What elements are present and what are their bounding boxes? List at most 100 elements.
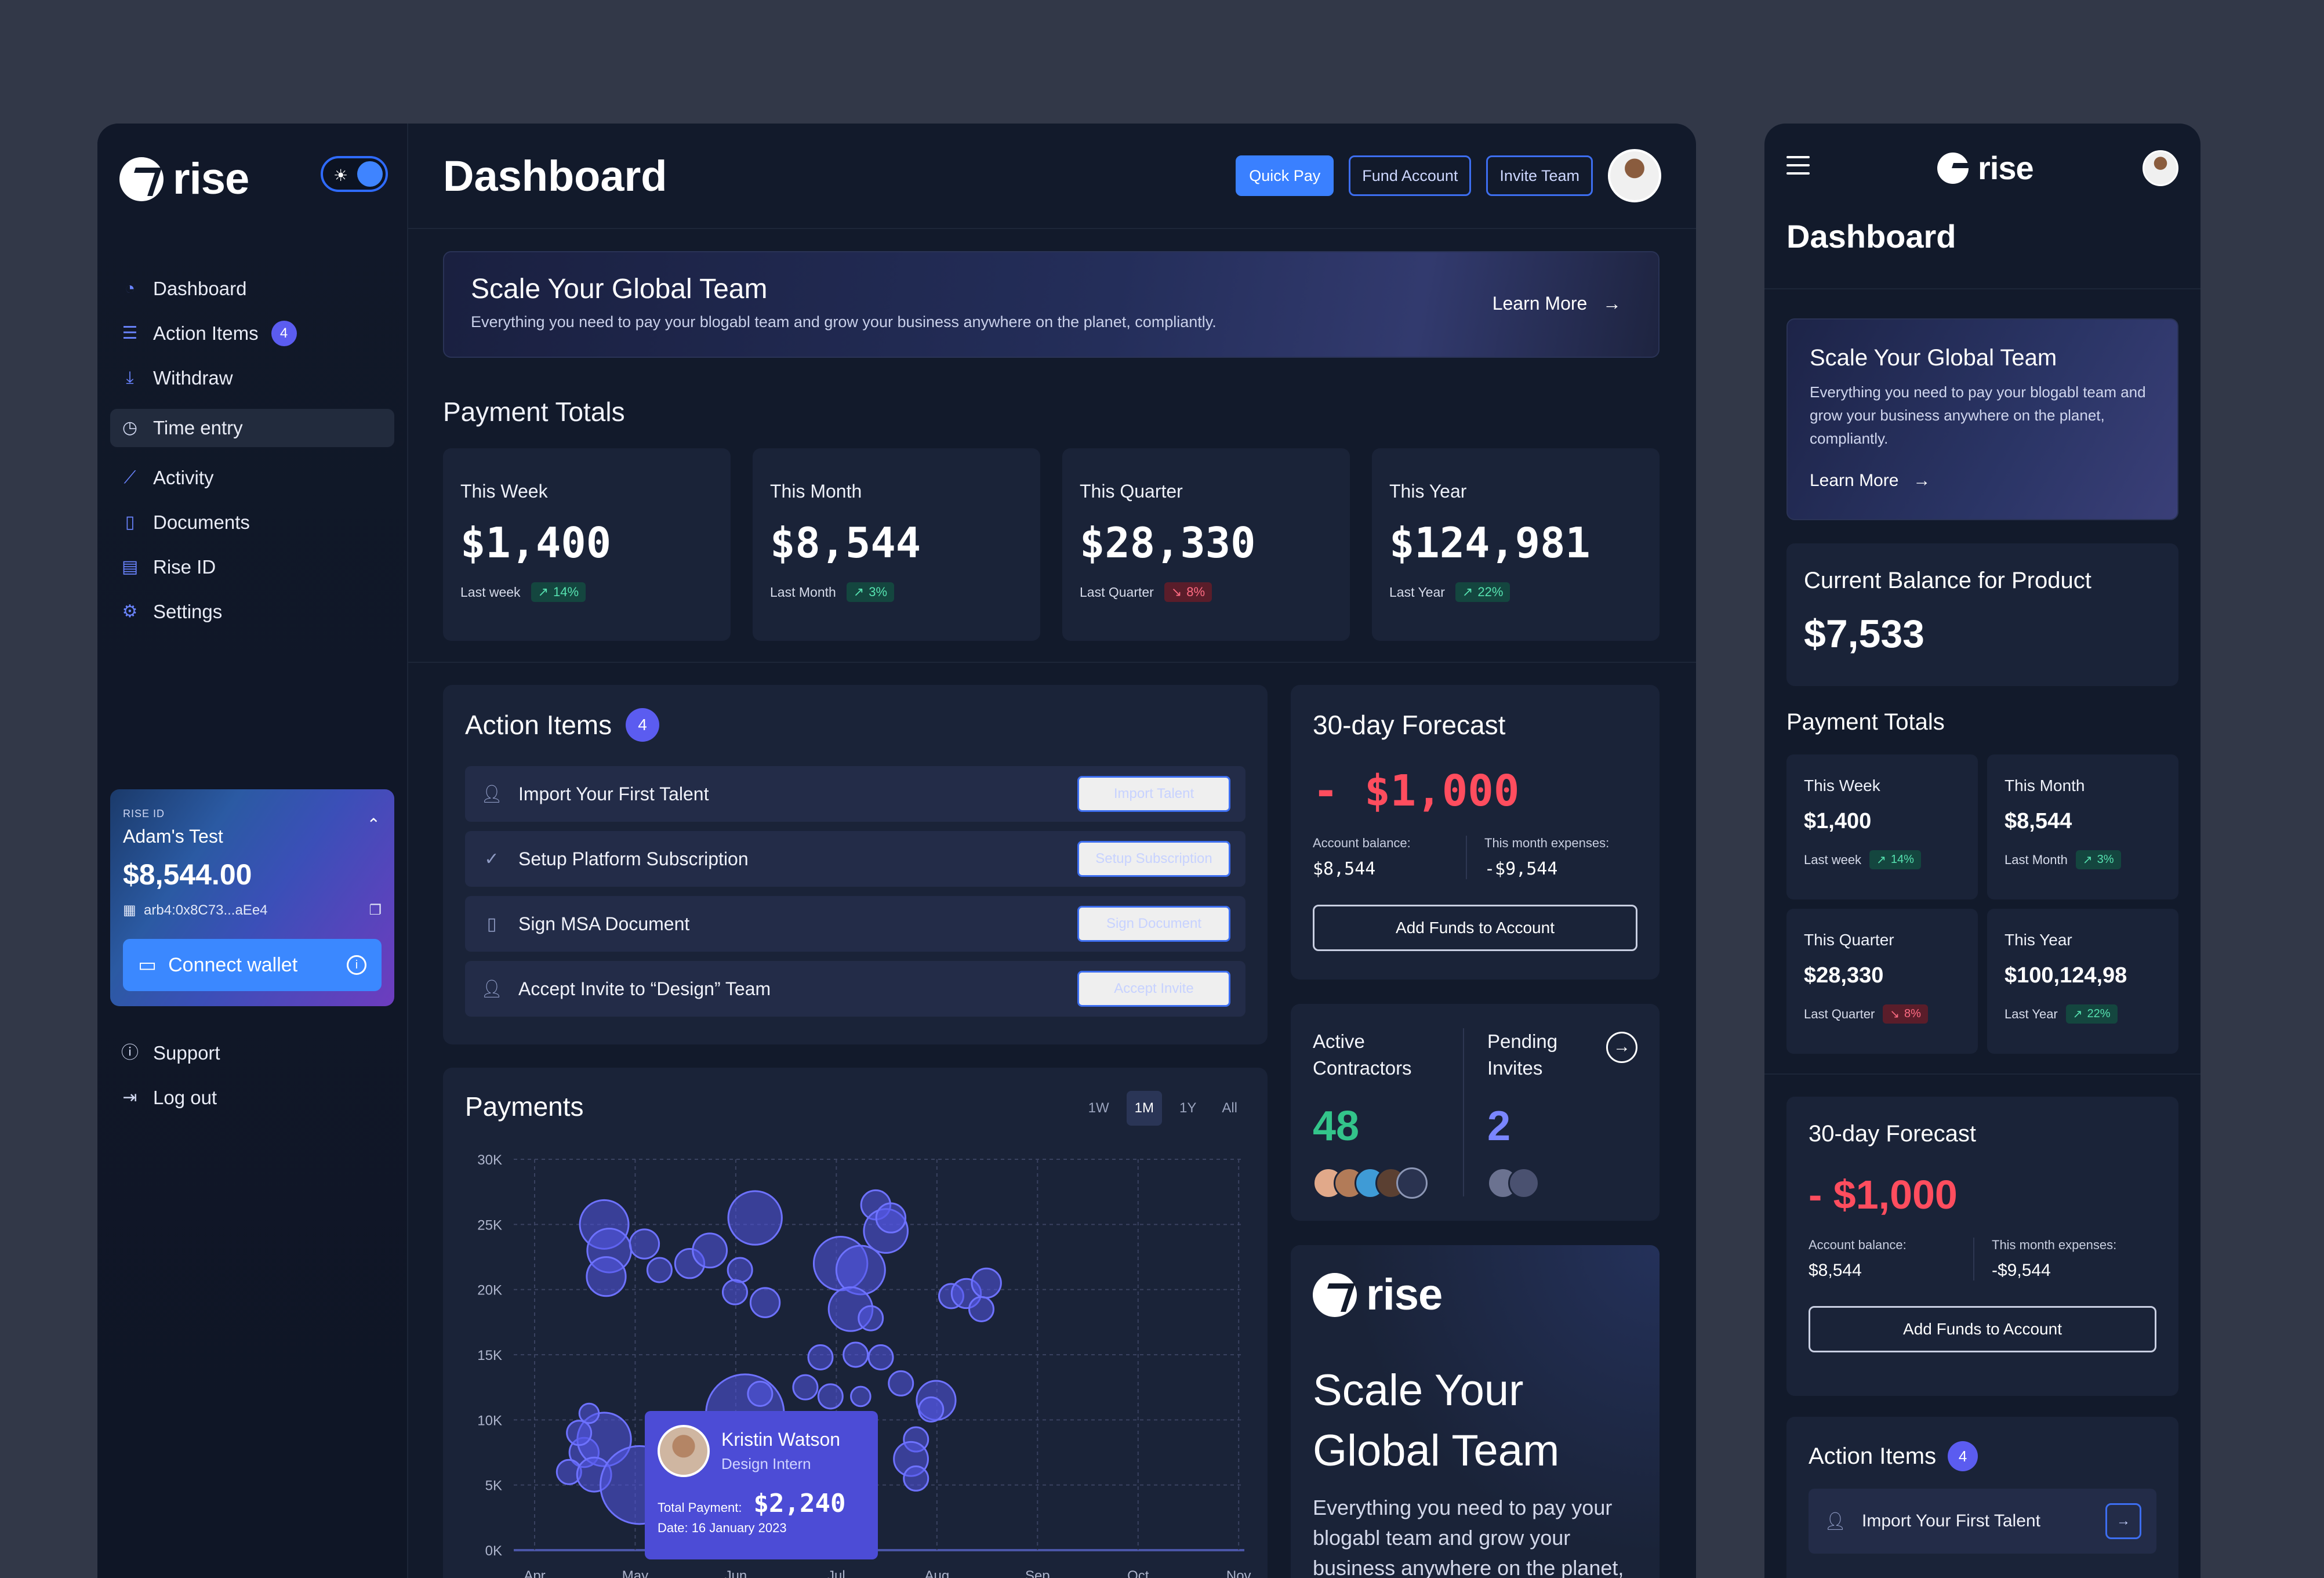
- sidebar-item-dashboard[interactable]: ◔ Dashboard: [110, 269, 394, 309]
- sidebar-item-rise-id[interactable]: ▤ Rise ID: [110, 547, 394, 587]
- total-card-period: Last Month: [2005, 852, 2068, 867]
- total-card-title: This Year: [2005, 931, 2072, 949]
- rise-logo[interactable]: rise: [119, 154, 249, 204]
- connect-wallet-button[interactable]: ▭ Connect wallet i: [123, 939, 382, 991]
- sidebar-item-label: Documents: [153, 512, 250, 533]
- current-balance-title: Current Balance for Product: [1804, 568, 2091, 593]
- total-card-quarter: This Quarter $28,330 Last Quarter ↘ 8%: [1786, 909, 1978, 1054]
- data-point: [888, 1370, 914, 1396]
- total-card-year: This Year $100,124,98 Last Year ↗ 22%: [1987, 909, 2178, 1054]
- action-row-setup-subscription: ✓ Setup Platform Subscription Setup Subs…: [465, 831, 1245, 887]
- rise-logo[interactable]: rise: [1937, 149, 2034, 187]
- sun-icon: ☀: [333, 166, 348, 184]
- sidebar-item-logout[interactable]: ⇥ Log out: [119, 1078, 220, 1118]
- change-value: 3%: [869, 585, 888, 599]
- sidebar-item-activity[interactable]: ⟋ Activity: [110, 458, 394, 498]
- data-point: [629, 1228, 660, 1260]
- change-value: 8%: [1904, 1007, 1921, 1020]
- fund-account-button[interactable]: Fund Account: [1349, 155, 1472, 196]
- learn-more-link[interactable]: Learn More →: [1493, 293, 1621, 314]
- payment-totals-title: Payment Totals: [1786, 709, 1945, 735]
- account-balance-value: $8,544: [1313, 859, 1376, 879]
- range-1y[interactable]: 1Y: [1179, 1100, 1197, 1116]
- hero-title: Scale Your Global Team: [1810, 345, 2057, 371]
- change-chip: ↘ 8%: [1883, 1004, 1928, 1024]
- sidebar-item-action-items[interactable]: ☰ Action Items 4: [110, 313, 394, 354]
- arrow-right-icon: →: [1903, 471, 1931, 490]
- copy-icon[interactable]: ❐: [369, 902, 382, 918]
- desktop-window: rise ☀ ◔ Dashboard ☰ Action Items 4 ⤓ Wi…: [97, 124, 1696, 1578]
- add-funds-button[interactable]: Add Funds to Account: [1809, 1306, 2156, 1352]
- sidebar-item-label: Activity: [153, 467, 214, 488]
- data-point: [747, 1380, 774, 1407]
- user-add-icon: 👤︎: [1824, 1511, 1847, 1531]
- forecast-title: 30-day Forecast: [1313, 710, 1506, 740]
- contractors-panel: Active Contractors 48 Pending Invites 2: [1291, 1004, 1660, 1221]
- setup-subscription-button[interactable]: Setup Subscription: [1077, 841, 1230, 877]
- sidebar-item-settings[interactable]: ⚙ Settings: [110, 592, 394, 632]
- learn-more-link[interactable]: Learn More →: [1810, 471, 2155, 491]
- quick-pay-button[interactable]: Quick Pay: [1236, 155, 1334, 196]
- range-1m[interactable]: 1M: [1126, 1091, 1162, 1126]
- total-card-title: This Month: [2005, 777, 2085, 795]
- page-title: Dashboard: [443, 151, 667, 200]
- sign-document-button[interactable]: Sign Document: [1077, 906, 1230, 942]
- invite-team-button[interactable]: Invite Team: [1486, 155, 1593, 196]
- tooltip-date: Date: 16 January 2023: [658, 1521, 787, 1535]
- action-label: Import Your First Talent: [518, 783, 709, 804]
- info-icon[interactable]: i: [347, 955, 366, 975]
- trend-up-icon: ↗: [1462, 585, 1473, 599]
- sidebar-item-withdraw[interactable]: ⤓ Withdraw: [110, 358, 394, 398]
- range-1w[interactable]: 1W: [1088, 1100, 1109, 1116]
- chevron-up-down-icon[interactable]: ⌃: [366, 815, 380, 833]
- hamburger-menu-icon[interactable]: [1786, 156, 1810, 180]
- trend-up-icon: ↗: [2072, 1008, 2083, 1021]
- hero-title: Scale Your Global Team: [471, 274, 768, 304]
- sidebar-item-label: Log out: [153, 1087, 217, 1108]
- header: Dashboard Quick Pay Fund Account Invite …: [408, 124, 1696, 229]
- total-card-period: Last Quarter: [1080, 584, 1154, 600]
- range-all[interactable]: All: [1222, 1100, 1237, 1116]
- data-point: [566, 1420, 593, 1446]
- arrow-right-icon[interactable]: →: [2105, 1503, 2141, 1539]
- pending-invites-label: Pending Invites: [1487, 1031, 1558, 1079]
- sidebar-item-label: Time entry: [153, 417, 243, 438]
- hero-banner: Scale Your Global Team Everything you ne…: [443, 251, 1660, 358]
- pending-avatars[interactable]: [1487, 1167, 1637, 1199]
- change-chip: ↗ 3%: [2075, 850, 2121, 869]
- trend-up-icon: ↗: [538, 585, 549, 599]
- total-card-year: This Year $124,981 Last Year ↗ 22%: [1372, 448, 1660, 641]
- x-tick-label: May: [622, 1568, 648, 1578]
- document-icon: ▯: [486, 914, 497, 934]
- expenses-label: This month expenses:: [1484, 836, 1610, 850]
- change-chip: ↗ 14%: [1869, 850, 1921, 869]
- promo-rise-logo: rise: [1313, 1269, 1637, 1320]
- payment-totals-title: Payment Totals: [443, 397, 625, 427]
- sidebar-item-support[interactable]: ⓘ Support: [119, 1033, 220, 1073]
- payments-panel: Payments 1W 1M 1Y All 0K 5K 10K 15K 20K 25K 30…: [443, 1068, 1268, 1578]
- sidebar-item-documents[interactable]: ▯ Documents: [110, 502, 394, 543]
- wallet-address: arb4:0x8C73...aEe4: [144, 902, 268, 918]
- sidebar-item-time-entry[interactable]: ◷ Time entry: [110, 409, 394, 447]
- arrow-right-circle-icon[interactable]: →: [1606, 1032, 1637, 1063]
- add-funds-button[interactable]: Add Funds to Account: [1313, 905, 1637, 951]
- section-divider: [1764, 1073, 2200, 1075]
- expenses-value: -$9,544: [1484, 859, 1558, 879]
- data-point: [792, 1374, 819, 1401]
- qr-code-icon[interactable]: ▦: [123, 902, 136, 918]
- change-chip: ↘ 8%: [1164, 582, 1212, 602]
- contractor-avatars[interactable]: [1313, 1167, 1463, 1199]
- user-avatar[interactable]: [1608, 149, 1661, 202]
- dashboard-icon: ◔: [124, 279, 136, 298]
- current-balance-card: Current Balance for Product $7,533: [1786, 543, 2178, 686]
- import-talent-button[interactable]: Import Talent: [1077, 776, 1230, 812]
- user-avatar[interactable]: [2143, 150, 2178, 186]
- x-tick-label: Jun: [725, 1568, 747, 1578]
- learn-more-label: Learn More: [1810, 471, 1899, 490]
- data-point: [918, 1396, 945, 1423]
- total-card-period: Last week: [1804, 852, 1862, 867]
- document-icon: ▯: [125, 513, 135, 532]
- action-items-badge: 4: [626, 708, 660, 742]
- theme-toggle[interactable]: ☀: [321, 156, 388, 192]
- accept-invite-button[interactable]: Accept Invite: [1077, 971, 1230, 1007]
